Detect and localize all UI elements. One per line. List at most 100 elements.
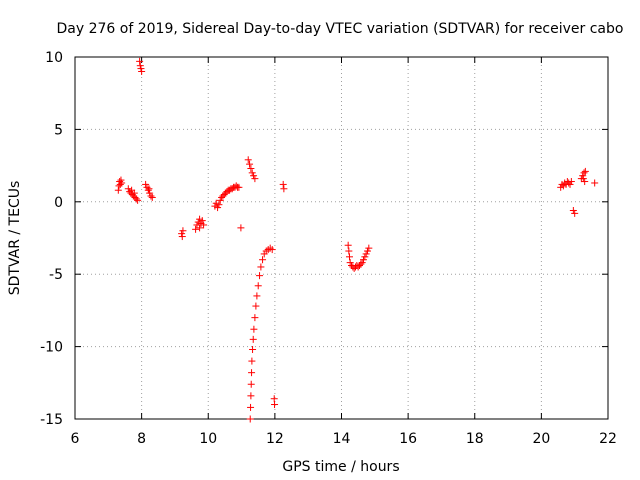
chart-title: Day 276 of 2019, Sidereal Day-to-day VTE… (57, 21, 624, 37)
data-point (581, 167, 589, 175)
y-axis-label: SDTVAR / TECUs (7, 181, 23, 296)
data-point (114, 186, 122, 194)
data-point (358, 259, 366, 267)
data-point (280, 185, 288, 193)
data-point (247, 380, 255, 388)
data-point (237, 224, 245, 232)
data-point (117, 176, 125, 184)
data-point (580, 169, 588, 177)
data-point (248, 369, 256, 377)
data-point (567, 178, 575, 186)
data-point (147, 192, 155, 200)
data-point (116, 180, 124, 188)
data-point (252, 302, 260, 310)
data-point (138, 67, 146, 75)
data-point (579, 172, 587, 180)
data-point (254, 282, 262, 290)
data-point (130, 189, 138, 197)
y-tick-label: -15 (40, 412, 63, 428)
data-point (192, 225, 200, 233)
data-point (257, 263, 265, 271)
data-point (118, 179, 126, 187)
data-point (346, 259, 354, 267)
data-point (244, 156, 252, 164)
data-point (259, 256, 267, 264)
data-point (214, 204, 222, 212)
data-point (357, 260, 365, 268)
data-point (124, 185, 132, 193)
x-tick-label: 10 (199, 431, 217, 447)
data-point (250, 172, 258, 180)
data-point (363, 247, 371, 255)
data-point (253, 292, 261, 300)
data-point (198, 217, 206, 225)
y-tick-label: 0 (54, 195, 63, 211)
data-point (571, 209, 579, 217)
data-point (566, 180, 574, 188)
data-point (148, 193, 156, 201)
data-point (359, 256, 367, 264)
data-point (215, 201, 223, 209)
x-tick-label: 16 (399, 431, 417, 447)
y-ticks: -15 -10 -5 0 5 10 (40, 50, 608, 428)
y-tick-label: 5 (54, 122, 63, 138)
data-point (247, 164, 255, 172)
data-point (179, 227, 187, 235)
data-point (248, 169, 256, 177)
data-point (279, 180, 287, 188)
x-tick-label: 18 (466, 431, 484, 447)
data-point (137, 65, 145, 73)
grid (75, 57, 608, 419)
x-ticks: 6 8 10 12 14 16 18 20 22 (71, 57, 617, 447)
data-point (142, 180, 150, 188)
data-point (271, 401, 279, 409)
data-point (247, 403, 255, 411)
data-point (145, 185, 153, 193)
data-point (361, 253, 369, 261)
data-point (345, 253, 353, 261)
data-point (247, 392, 255, 400)
data-point (216, 196, 224, 204)
x-tick-label: 20 (532, 431, 550, 447)
data-point (256, 272, 264, 280)
data-point (581, 178, 589, 186)
x-tick-label: 12 (266, 431, 284, 447)
data-point (178, 233, 186, 241)
data-point (345, 247, 353, 255)
data-point (251, 314, 259, 322)
data-point (569, 206, 577, 214)
x-tick-label: 6 (71, 431, 80, 447)
x-tick-label: 22 (599, 431, 617, 447)
x-tick-label: 8 (137, 431, 146, 447)
x-tick-label: 14 (333, 431, 351, 447)
data-point (136, 62, 144, 70)
data-point (250, 325, 258, 333)
data-point (196, 224, 204, 232)
data-point (362, 250, 370, 258)
data-point (249, 345, 257, 353)
y-tick-label: -10 (40, 340, 63, 356)
data-point (344, 241, 352, 249)
x-axis-label: GPS time / hours (282, 459, 399, 475)
data-point (249, 335, 257, 343)
data-point (146, 189, 154, 197)
data-point (200, 221, 208, 229)
y-tick-label: -5 (49, 267, 63, 283)
data-point (136, 57, 144, 65)
data-point (591, 179, 599, 187)
data-point (268, 246, 276, 254)
data-point (246, 415, 254, 423)
data-point (132, 195, 140, 203)
data-point (235, 183, 243, 191)
data-point (365, 244, 373, 252)
data-point (134, 196, 142, 204)
y-tick-label: 10 (45, 50, 63, 66)
data-point (248, 357, 256, 365)
data-point (251, 175, 259, 183)
data-point (144, 186, 152, 194)
data-point (246, 160, 254, 168)
data-series (114, 57, 599, 423)
data-point (178, 230, 186, 238)
data-point (579, 175, 587, 183)
